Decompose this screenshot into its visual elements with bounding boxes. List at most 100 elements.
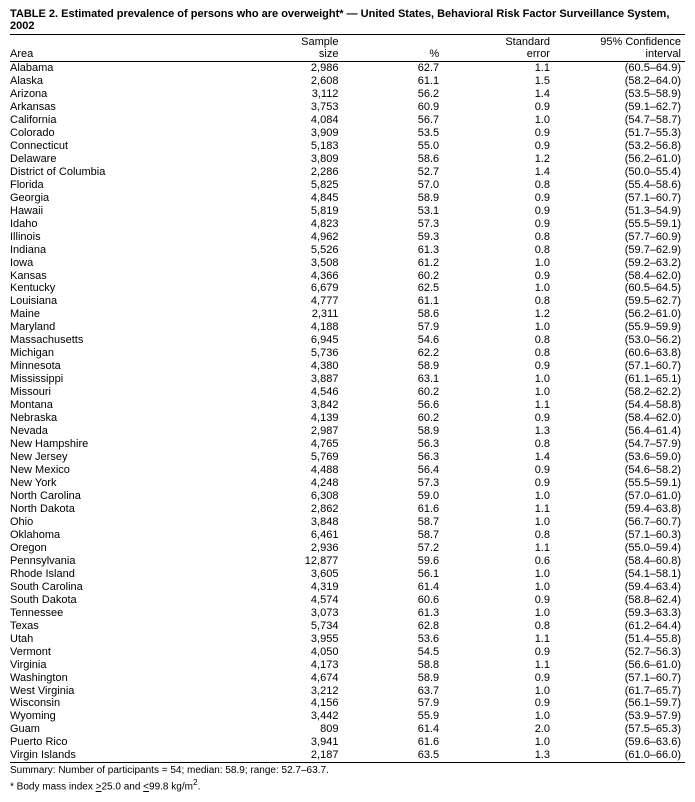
- cell-std-error: 1.1: [443, 633, 554, 646]
- cell-percent: 56.4: [342, 464, 443, 477]
- cell-sample-size: 2,986: [242, 62, 343, 75]
- cell-percent: 56.2: [342, 88, 443, 101]
- cell-area: Massachusetts: [10, 334, 242, 347]
- cell-ci: (51.3–54.9): [554, 205, 685, 218]
- cell-ci: (53.2–56.8): [554, 140, 685, 153]
- cell-sample-size: 4,574: [242, 594, 343, 607]
- cell-area: Connecticut: [10, 140, 242, 153]
- cell-area: West Virginia: [10, 685, 242, 698]
- table-row: Texas5,73462.80.8(61.2–64.4): [10, 620, 685, 633]
- cell-ci: (57.5–65.3): [554, 723, 685, 736]
- cell-area: Alaska: [10, 75, 242, 88]
- cell-percent: 61.2: [342, 257, 443, 270]
- cell-percent: 54.6: [342, 334, 443, 347]
- cell-ci: (54.7–58.7): [554, 114, 685, 127]
- col-area: Area: [10, 35, 242, 62]
- cell-area: Utah: [10, 633, 242, 646]
- cell-percent: 60.6: [342, 594, 443, 607]
- cell-sample-size: 2,936: [242, 542, 343, 555]
- cell-percent: 61.4: [342, 581, 443, 594]
- cell-std-error: 1.0: [443, 373, 554, 386]
- cell-area: Wisconsin: [10, 697, 242, 710]
- cell-std-error: 1.0: [443, 581, 554, 594]
- cell-std-error: 1.1: [443, 542, 554, 555]
- cell-std-error: 1.1: [443, 399, 554, 412]
- cell-percent: 53.6: [342, 633, 443, 646]
- cell-percent: 56.3: [342, 451, 443, 464]
- cell-sample-size: 6,945: [242, 334, 343, 347]
- cell-std-error: 0.8: [443, 295, 554, 308]
- table-row: Maine2,31158.61.2(56.2–61.0): [10, 308, 685, 321]
- cell-std-error: 0.9: [443, 672, 554, 685]
- cell-ci: (57.1–60.3): [554, 529, 685, 542]
- cell-area: New Mexico: [10, 464, 242, 477]
- cell-sample-size: 3,887: [242, 373, 343, 386]
- cell-percent: 57.0: [342, 179, 443, 192]
- table-row: Montana3,84256.61.1(54.4–58.8): [10, 399, 685, 412]
- cell-percent: 61.3: [342, 244, 443, 257]
- cell-area: New York: [10, 477, 242, 490]
- table-row: Virginia4,17358.81.1(56.6–61.0): [10, 659, 685, 672]
- cell-ci: (54.1–58.1): [554, 568, 685, 581]
- cell-sample-size: 4,777: [242, 295, 343, 308]
- cell-std-error: 1.5: [443, 75, 554, 88]
- cell-std-error: 0.8: [443, 438, 554, 451]
- col-sample-size: Sample size: [242, 35, 343, 62]
- cell-ci: (59.1–62.7): [554, 101, 685, 114]
- cell-std-error: 0.9: [443, 205, 554, 218]
- table-row: Guam80961.42.0(57.5–65.3): [10, 723, 685, 736]
- summary-line-1: Summary: Number of participants = 54; me…: [10, 765, 685, 777]
- cell-ci: (59.5–62.7): [554, 295, 685, 308]
- cell-std-error: 1.2: [443, 153, 554, 166]
- cell-sample-size: 4,139: [242, 412, 343, 425]
- cell-ci: (50.0–55.4): [554, 166, 685, 179]
- cell-percent: 61.1: [342, 295, 443, 308]
- cell-std-error: 0.8: [443, 529, 554, 542]
- cell-std-error: 1.0: [443, 114, 554, 127]
- header-row: Area Sample size % Standard error 95% Co…: [10, 35, 685, 62]
- cell-std-error: 0.8: [443, 231, 554, 244]
- table-row: Arizona3,11256.21.4(53.5–58.9): [10, 88, 685, 101]
- cell-sample-size: 4,173: [242, 659, 343, 672]
- cell-percent: 58.9: [342, 360, 443, 373]
- cell-area: Nevada: [10, 425, 242, 438]
- cell-ci: (56.1–59.7): [554, 697, 685, 710]
- cell-ci: (61.7–65.7): [554, 685, 685, 698]
- cell-percent: 61.1: [342, 75, 443, 88]
- cell-percent: 53.5: [342, 127, 443, 140]
- table-row: Vermont4,05054.50.9(52.7–56.3): [10, 646, 685, 659]
- cell-std-error: 0.9: [443, 646, 554, 659]
- table-row: Connecticut5,18355.00.9(53.2–56.8): [10, 140, 685, 153]
- table-row: Hawaii5,81953.10.9(51.3–54.9): [10, 205, 685, 218]
- cell-std-error: 0.8: [443, 179, 554, 192]
- cell-area: Montana: [10, 399, 242, 412]
- table-row: Oregon2,93657.21.1(55.0–59.4): [10, 542, 685, 555]
- cell-area: Texas: [10, 620, 242, 633]
- cell-percent: 60.2: [342, 412, 443, 425]
- cell-sample-size: 5,734: [242, 620, 343, 633]
- cell-percent: 53.1: [342, 205, 443, 218]
- cell-area: New Hampshire: [10, 438, 242, 451]
- cell-std-error: 1.3: [443, 425, 554, 438]
- cell-percent: 58.7: [342, 529, 443, 542]
- cell-percent: 57.3: [342, 218, 443, 231]
- table-row: New Mexico4,48856.40.9(54.6–58.2): [10, 464, 685, 477]
- cell-percent: 57.2: [342, 542, 443, 555]
- cell-percent: 52.7: [342, 166, 443, 179]
- cell-ci: (53.6–59.0): [554, 451, 685, 464]
- cell-area: Washington: [10, 672, 242, 685]
- cell-std-error: 1.0: [443, 607, 554, 620]
- cell-std-error: 1.1: [443, 62, 554, 75]
- cell-sample-size: 4,248: [242, 477, 343, 490]
- cell-ci: (52.7–56.3): [554, 646, 685, 659]
- cell-area: District of Columbia: [10, 166, 242, 179]
- cell-std-error: 1.0: [443, 516, 554, 529]
- table-row: New Hampshire4,76556.30.8(54.7–57.9): [10, 438, 685, 451]
- cell-area: Oklahoma: [10, 529, 242, 542]
- cell-area: Arkansas: [10, 101, 242, 114]
- cell-std-error: 0.9: [443, 464, 554, 477]
- cell-area: Kansas: [10, 270, 242, 283]
- cell-sample-size: 3,941: [242, 736, 343, 749]
- cell-percent: 58.8: [342, 659, 443, 672]
- cell-std-error: 0.9: [443, 594, 554, 607]
